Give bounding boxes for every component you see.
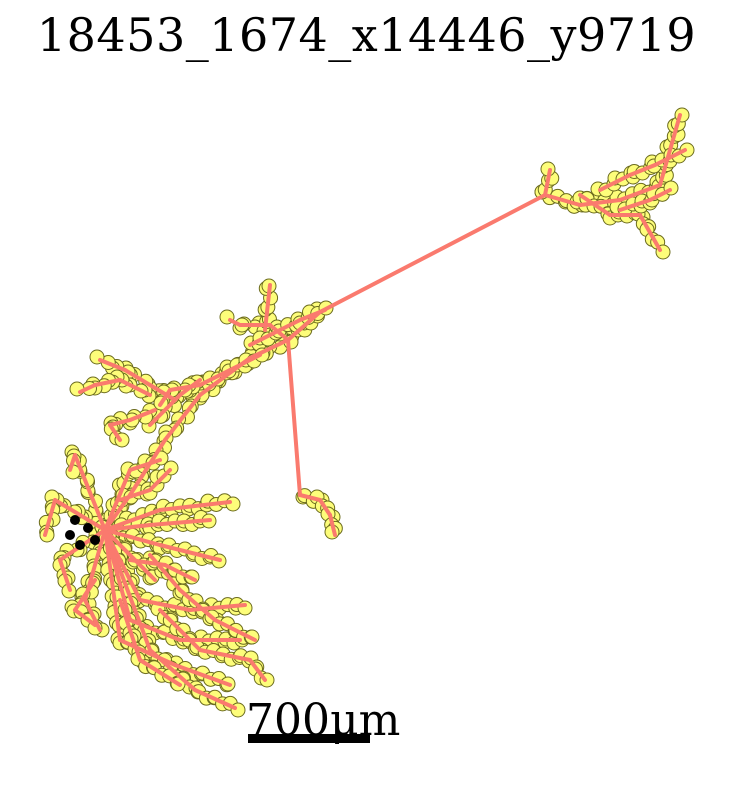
edge xyxy=(148,383,177,402)
edge xyxy=(263,283,272,332)
edge xyxy=(78,383,97,394)
edge xyxy=(138,658,182,687)
dense-core-mark xyxy=(75,540,85,550)
edge xyxy=(213,618,257,642)
edge xyxy=(298,493,322,502)
edge xyxy=(108,418,132,427)
figure-title: 18453_1674_x14446_y9719 xyxy=(36,8,697,62)
edge xyxy=(653,148,687,167)
edge xyxy=(173,663,232,687)
edge xyxy=(158,543,222,562)
edge xyxy=(148,648,197,692)
dense-core-mark xyxy=(83,523,93,533)
edge xyxy=(118,598,142,662)
edge xyxy=(598,173,632,192)
edge xyxy=(328,513,337,537)
edge xyxy=(128,408,157,422)
edge xyxy=(198,368,232,387)
edge xyxy=(286,338,302,497)
edge xyxy=(543,168,552,197)
edge xyxy=(148,518,212,527)
edge xyxy=(128,438,167,497)
edge xyxy=(168,383,202,392)
edge xyxy=(228,318,242,327)
edge xyxy=(578,193,612,217)
edge xyxy=(58,558,72,592)
edge xyxy=(248,658,267,682)
edge xyxy=(123,368,152,387)
edge xyxy=(103,523,152,532)
edge xyxy=(93,378,122,387)
edge xyxy=(198,648,252,662)
edge xyxy=(318,498,332,517)
edge xyxy=(298,308,327,322)
edge xyxy=(148,573,157,582)
edge xyxy=(618,183,662,202)
edge xyxy=(73,578,97,612)
edge xyxy=(648,188,672,202)
edge xyxy=(118,378,152,397)
edge xyxy=(43,498,57,537)
edge xyxy=(318,193,547,314)
edge xyxy=(658,113,682,187)
node-layer xyxy=(38,107,695,718)
edge-layer xyxy=(43,113,687,710)
edge xyxy=(188,603,247,612)
edge xyxy=(278,318,302,332)
edge xyxy=(148,468,172,492)
edge xyxy=(103,508,162,532)
edge xyxy=(53,498,107,532)
edge xyxy=(103,528,122,642)
edge xyxy=(178,588,217,622)
edge xyxy=(638,213,662,252)
edge xyxy=(128,458,162,472)
edge xyxy=(158,500,232,512)
edge xyxy=(108,423,122,442)
edge xyxy=(128,558,167,567)
edge xyxy=(68,453,77,472)
edge xyxy=(578,198,622,207)
edge xyxy=(248,328,282,347)
edge xyxy=(163,393,202,442)
edge xyxy=(158,608,202,652)
edge xyxy=(83,598,102,632)
edge xyxy=(228,353,262,372)
edge xyxy=(618,198,652,212)
dense-core-mark xyxy=(90,535,100,545)
scale-bar xyxy=(248,734,370,743)
edge xyxy=(628,163,657,177)
edge xyxy=(98,358,127,372)
edge xyxy=(543,193,582,207)
edge xyxy=(103,528,152,577)
edge xyxy=(118,638,177,667)
edge xyxy=(103,528,152,652)
edge xyxy=(158,388,172,407)
edge xyxy=(148,553,182,592)
edge xyxy=(103,468,132,532)
edge xyxy=(73,608,97,627)
edge xyxy=(193,688,237,710)
dense-core-mark xyxy=(65,530,75,540)
edge xyxy=(138,598,192,612)
edge xyxy=(163,563,197,582)
edge xyxy=(73,453,107,532)
edge xyxy=(118,488,152,502)
dense-core-mark xyxy=(70,515,80,525)
edge xyxy=(286,310,322,342)
edge xyxy=(103,528,162,547)
